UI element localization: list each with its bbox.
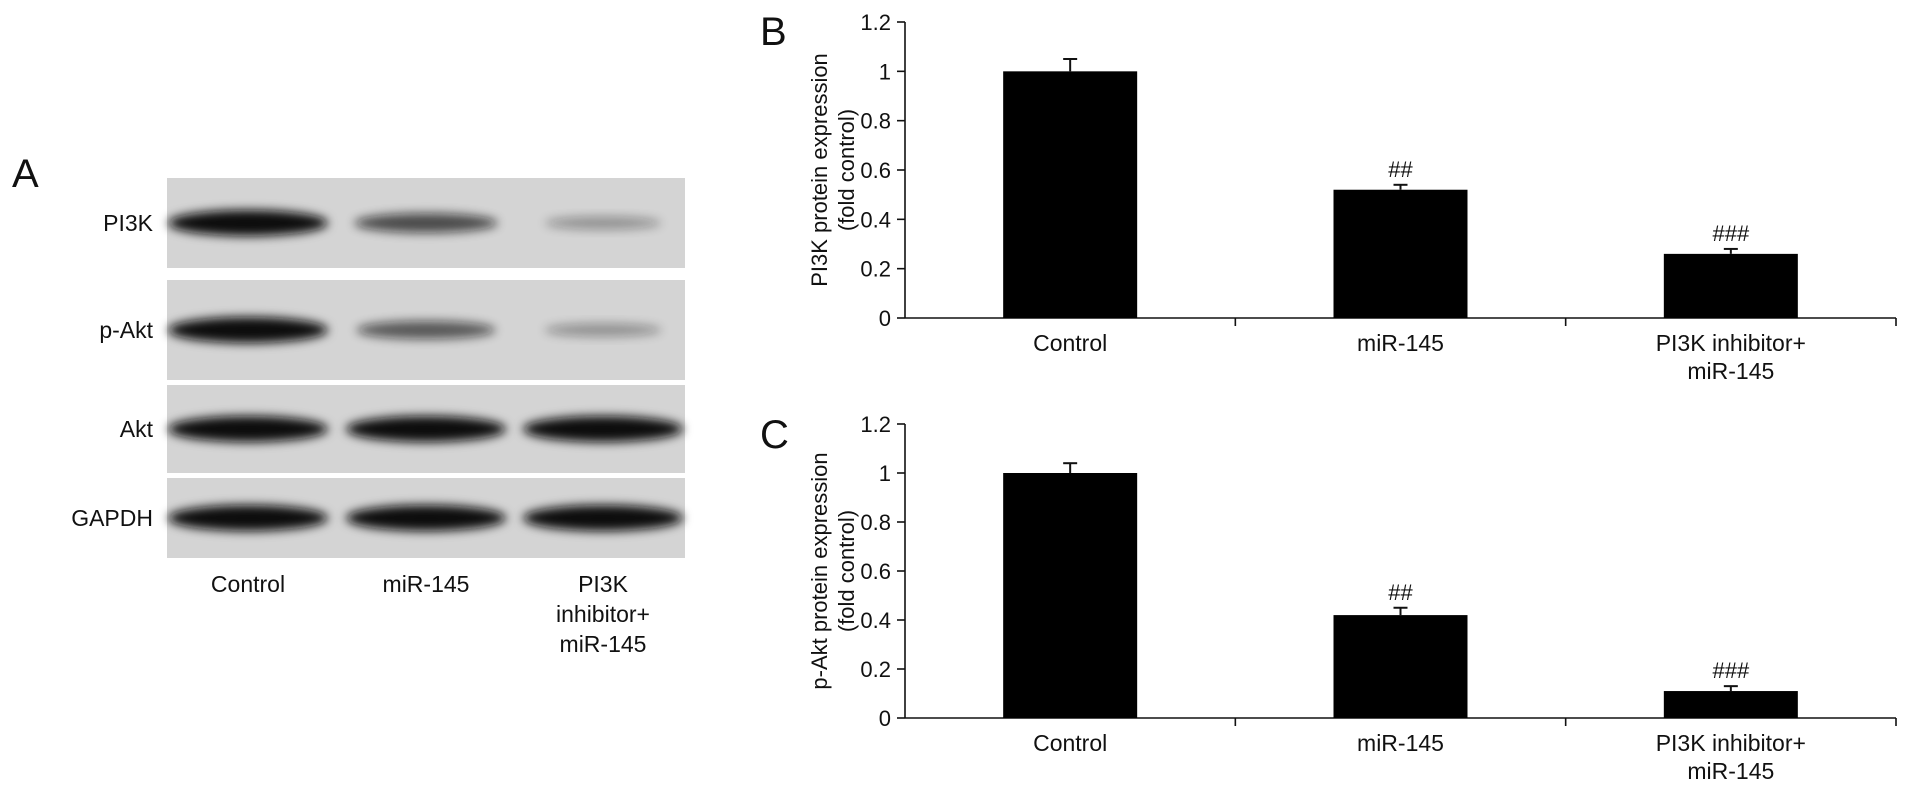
y-tick-label: 0.6 — [860, 158, 891, 183]
x-category-label: PI3K inhibitor+ miR-145 — [1656, 330, 1806, 384]
y-tick-label: 1 — [879, 59, 891, 84]
p-akt-expression-chart: 0 0.2 0.4 0.6 0.8 1 1.2p-Akt protein expressio… — [807, 412, 1897, 784]
y-tick-label: 0 — [879, 306, 891, 331]
blot-band — [346, 416, 506, 442]
blot-band — [168, 416, 328, 442]
blot-lane-label: miR-145 — [383, 571, 470, 597]
significance-marker: ## — [1388, 157, 1413, 182]
y-axis-label: PI3K protein expression(fold control) — [807, 53, 859, 287]
significance-marker: ### — [1712, 221, 1749, 246]
bar-mir-145 — [1333, 189, 1468, 318]
y-tick-label: 1 — [879, 461, 891, 486]
significance-marker: ### — [1712, 658, 1749, 683]
bar-pi3k-inhibitor-mir-145 — [1663, 691, 1798, 718]
blot-band — [544, 216, 662, 230]
blot-row-p-akt: p-Akt — [99, 280, 685, 380]
panel-letter-a: A — [12, 152, 39, 196]
blot-row-pi3k: PI3K — [103, 178, 685, 268]
blot-row-akt: Akt — [120, 385, 685, 473]
blot-band — [544, 323, 662, 337]
blot-band — [356, 320, 496, 340]
y-tick-label: 0.4 — [860, 608, 891, 633]
blot-row-label: GAPDH — [71, 505, 153, 531]
significance-marker: ## — [1388, 580, 1413, 605]
y-tick-label: 0.8 — [860, 109, 891, 134]
bar-pi3k-inhibitor-mir-145 — [1663, 253, 1798, 318]
y-tick-label: 1.2 — [860, 10, 891, 35]
blot-lane-label: Control — [211, 571, 285, 597]
blot-row-label: p-Akt — [99, 317, 153, 343]
x-category-label: Control — [1033, 730, 1107, 756]
western-blot-panel: A PI3K p-Akt Akt GAPDH Control miR-145 PI3K in… — [12, 152, 685, 657]
blot-lane-label: PI3K inhibitor+ miR-145 — [556, 571, 650, 657]
y-tick-label: 0.2 — [860, 657, 891, 682]
x-category-label: PI3K inhibitor+ miR-145 — [1656, 730, 1806, 784]
y-tick-label: 0.4 — [860, 207, 891, 232]
blot-band — [354, 213, 498, 233]
y-tick-label: 0 — [879, 706, 891, 731]
blot-band — [523, 416, 683, 442]
blot-band — [523, 505, 683, 531]
blot-band — [168, 317, 328, 343]
x-category-label: miR-145 — [1357, 730, 1444, 756]
panel-letter-c: C — [760, 413, 789, 457]
blot-row-label: Akt — [120, 416, 154, 442]
y-axis-label: p-Akt protein expression(fold control) — [807, 452, 859, 689]
y-tick-label: 1.2 — [860, 412, 891, 437]
blot-row-label: PI3K — [103, 210, 154, 236]
y-tick-label: 0.2 — [860, 257, 891, 282]
blot-band — [168, 505, 328, 531]
blot-band — [346, 505, 506, 531]
bar-control — [1003, 473, 1138, 718]
x-category-label: miR-145 — [1357, 330, 1444, 356]
blot-band — [168, 210, 328, 236]
panel-letter-b: B — [760, 10, 787, 54]
bar-mir-145 — [1333, 615, 1468, 718]
y-tick-label: 0.6 — [860, 559, 891, 584]
y-tick-label: 0.8 — [860, 510, 891, 535]
blot-row-gapdh: GAPDH — [71, 478, 685, 558]
x-category-label: Control — [1033, 330, 1107, 356]
bar-control — [1003, 71, 1138, 318]
